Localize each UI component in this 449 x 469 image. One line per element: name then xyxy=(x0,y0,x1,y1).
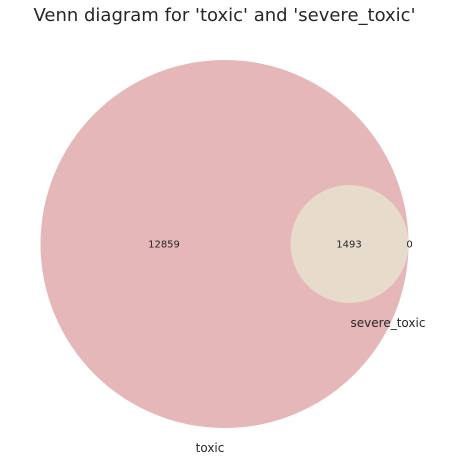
region-count-toxic-only: 12859 xyxy=(148,240,180,251)
set-label-toxic: toxic xyxy=(196,441,225,455)
chart-title: Venn diagram for 'toxic' and 'severe_tox… xyxy=(33,5,415,26)
set-circle-toxic xyxy=(40,60,409,428)
region-count-intersection: 1493 xyxy=(336,240,361,251)
set-circle-severe-toxic xyxy=(290,185,409,303)
set-label-severe-toxic: severe_toxic xyxy=(351,316,426,330)
region-count-severe-toxic-only: 0 xyxy=(406,240,412,251)
